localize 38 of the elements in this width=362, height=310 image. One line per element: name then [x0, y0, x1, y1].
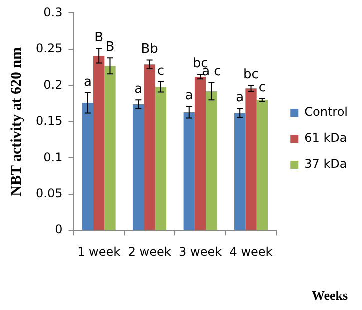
bar [94, 56, 105, 230]
legend-label: Control [304, 105, 348, 120]
y-tick-label: 0 [55, 222, 63, 237]
x-tick-label: 2 week [128, 244, 172, 259]
bar [82, 103, 94, 230]
data-label: a [236, 90, 244, 106]
bar [256, 100, 268, 230]
y-tick-label: 0.1 [44, 150, 63, 164]
data-label: a [185, 88, 194, 104]
bar [246, 88, 257, 230]
data-label: bc [244, 68, 259, 83]
bar [194, 76, 206, 230]
data-label: B [94, 30, 104, 46]
x-tick-label: 1 week [78, 244, 121, 259]
data-label: a [134, 82, 143, 98]
bar [184, 112, 195, 230]
x-tick-label: 3 week [179, 244, 222, 259]
bar [206, 91, 218, 230]
y-tick-label: 0.2 [44, 78, 63, 92]
legend-label: 37 kDa [304, 157, 348, 172]
data-label: B [106, 40, 115, 56]
bar [155, 87, 167, 230]
bar [104, 66, 116, 230]
legend-label: 61 kDa [304, 131, 348, 146]
bar [133, 104, 144, 230]
bar [234, 113, 246, 230]
y-tick-label: 0.25 [36, 42, 63, 56]
data-label: c [258, 80, 266, 96]
data-label: a [84, 74, 92, 90]
y-tick-label: 0.05 [36, 186, 63, 200]
data-label: c [157, 64, 165, 79]
x-tick-label: 4 week [230, 244, 273, 259]
data-label: Bb [141, 42, 158, 58]
y-tick-label: 0.15 [36, 114, 63, 128]
bar [144, 64, 156, 230]
y-axis-title: NBT activity at 620 nm [8, 46, 25, 196]
y-tick-label: 0.3 [44, 5, 63, 20]
x-axis-title: Weeks [312, 288, 348, 303]
